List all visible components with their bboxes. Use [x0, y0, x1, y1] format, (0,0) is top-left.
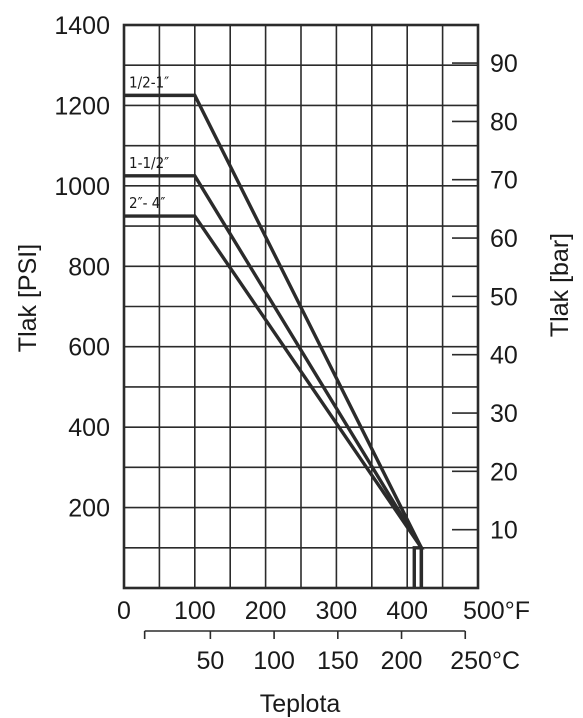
y2-tick-label: 40 — [490, 342, 518, 370]
axes — [122, 23, 480, 639]
y2-tick-label: 10 — [490, 517, 518, 545]
x-tick-label-c: 250°C — [450, 647, 520, 675]
x-tick-label-f: 500°F — [463, 597, 530, 625]
y2-tick-label: 20 — [490, 458, 518, 486]
series-label: 2″- 4″ — [129, 194, 165, 212]
series-line — [124, 214, 425, 588]
x-tick-label-c: 200 — [381, 647, 423, 675]
y-tick-label: 800 — [68, 253, 110, 281]
y-tick-label: 600 — [68, 334, 110, 362]
x-tick-label-f: 100 — [174, 597, 216, 625]
y-tick-label: 1400 — [54, 12, 110, 40]
plot-frame — [122, 23, 480, 590]
y2-tick-label: 30 — [490, 400, 518, 428]
y-tick-label: 1200 — [54, 92, 110, 120]
x-axis-title: Teplota — [260, 690, 341, 718]
series-label: 1-1/2″ — [129, 154, 169, 172]
y-tick-label: 400 — [68, 414, 110, 442]
series-line — [124, 174, 424, 588]
y-tick-label: 200 — [68, 495, 110, 523]
y2-tick-label: 90 — [490, 50, 518, 78]
x-tick-label-f: 200 — [245, 597, 287, 625]
tick-labels: 1/2-1″1-1/2″2″- 4″2004006008001000120014… — [54, 12, 530, 675]
y2-tick-label: 60 — [490, 225, 518, 253]
y2-tick-label: 50 — [490, 283, 518, 311]
series-label: 1/2-1″ — [129, 73, 169, 91]
x-tick-label-f: 0 — [117, 597, 131, 625]
y2-tick-label: 70 — [490, 167, 518, 195]
x-tick-label-f: 300 — [316, 597, 358, 625]
y-axis-title: Tlak [PSI] — [14, 244, 42, 352]
y2-tick-label: 80 — [490, 108, 518, 136]
series-lines — [124, 93, 425, 588]
x-tick-label-c: 50 — [196, 647, 224, 675]
y-tick-label: 1000 — [54, 173, 110, 201]
grid — [124, 25, 478, 588]
x-tick-label-f: 400 — [386, 597, 428, 625]
x-tick-label-c: 150 — [317, 647, 359, 675]
x-tick-label-c: 100 — [253, 647, 295, 675]
y2-axis-title: Tlak [bar] — [546, 233, 574, 337]
